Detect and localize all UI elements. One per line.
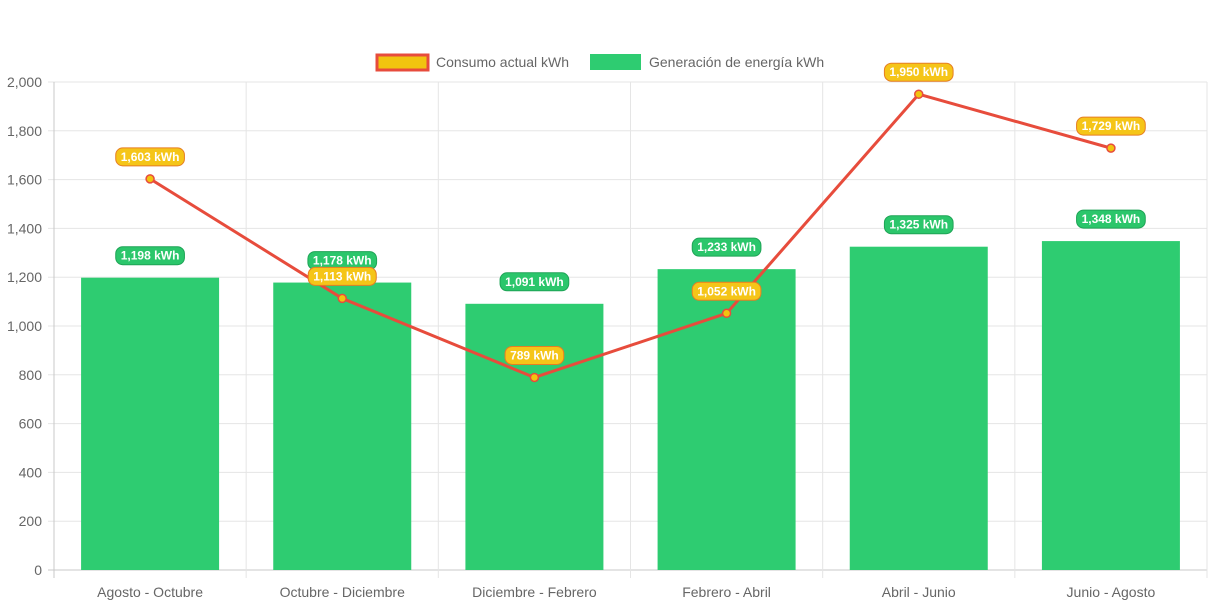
bar (849, 246, 988, 570)
bar-data-label-text: 1,348 kWh (1082, 212, 1141, 226)
line-data-label-bg (691, 281, 762, 301)
line-data-label-bg (307, 266, 377, 286)
x-tick-label: Febrero - Abril (682, 584, 771, 600)
bar (657, 269, 796, 570)
line-data-label-bg (883, 62, 954, 82)
bar-series (81, 241, 1180, 570)
line-data-label-text: 1,052 kWh (697, 284, 756, 298)
x-tick-label: Junio - Agosto (1067, 584, 1156, 600)
line-point (145, 174, 155, 184)
bar (1041, 241, 1180, 570)
y-tick-label: 1,000 (7, 318, 42, 334)
bar-data-label: 1,178 kWh (307, 251, 378, 271)
bar-data-label-bg (499, 272, 570, 292)
bar-data-label-bg (691, 237, 762, 257)
line-point (337, 293, 347, 304)
y-tick-label: 800 (19, 367, 43, 383)
bar-data-label: 1,233 kWh (691, 237, 762, 257)
bar-data-label: 1,348 kWh (1076, 209, 1146, 229)
legend-label-consumption: Consumo actual kWh (436, 54, 569, 70)
y-tick-label: 1,600 (7, 172, 42, 188)
line-data-label-bg (115, 147, 185, 167)
line-point (721, 308, 732, 319)
bar-data-label-bg (115, 246, 185, 266)
bar-data-label-text: 1,325 kWh (889, 218, 948, 232)
y-tick-label: 0 (34, 562, 42, 578)
bar-data-label-text: 1,178 kWh (313, 254, 372, 268)
line-data-label-text: 1,729 kWh (1082, 119, 1141, 133)
bar (273, 282, 412, 570)
bar-data-label: 1,091 kWh (499, 272, 570, 292)
legend-swatch-generation (590, 54, 641, 70)
line-point (529, 372, 540, 383)
line-data-label-text: 1,113 kWh (313, 269, 371, 283)
line-data-label: 1,603 kWh (115, 147, 185, 167)
line-data-label: 1,729 kWh (1076, 116, 1146, 136)
data-labels: 1,198 kWh 1,178 kWh 1,091 kWh 1,233 kWh 1,32… (115, 62, 1146, 365)
line-data-label-text: 1,950 kWh (889, 65, 948, 79)
bar-data-label-bg (1076, 209, 1146, 229)
grid (48, 81, 1208, 578)
bar-data-label-text: 1,233 kWh (697, 240, 756, 254)
bar-data-label: 1,198 kWh (115, 246, 185, 266)
line-data-label: 1,052 kWh (691, 281, 762, 301)
bar-data-label-text: 1,198 kWh (121, 249, 180, 263)
axes: 0 200 400 600 800 1,000 1,200 1,400 1,600 1,800 2,… (7, 74, 1156, 600)
line-data-label: 1,950 kWh (883, 62, 954, 82)
bar (465, 303, 604, 570)
x-tick-label: Diciembre - Febrero (472, 584, 597, 600)
line-point (1106, 143, 1116, 153)
x-tick-label: Agosto - Octubre (97, 584, 203, 600)
bar-data-label: 1,325 kWh (883, 215, 954, 235)
line-point (914, 89, 924, 99)
legend-label-generation: Generación de energía kWh (649, 54, 824, 70)
y-tick-label: 400 (19, 464, 43, 480)
bar (81, 277, 220, 570)
line-data-label-text: 789 kWh (510, 348, 559, 362)
bar-data-label-text: 1,091 kWh (505, 275, 564, 289)
bar-data-label-bg (883, 215, 954, 235)
x-tick-label: Abril - Junio (882, 584, 956, 600)
y-tick-label: 1,800 (7, 123, 42, 139)
line-data-label-bg (504, 345, 565, 365)
y-tick-label: 1,400 (7, 220, 42, 236)
y-tick-label: 2,000 (7, 74, 42, 90)
line-data-label-text: 1,603 kWh (121, 150, 180, 164)
y-tick-label: 200 (19, 513, 43, 529)
line-data-label-bg (1076, 116, 1146, 136)
legend-swatch-consumption (375, 53, 430, 72)
legend: Consumo actual kWh Generación de energía … (375, 53, 824, 72)
line-data-label: 789 kWh (504, 345, 565, 365)
y-tick-label: 1,200 (7, 269, 42, 285)
line-data-label: 1,113 kWh (307, 266, 377, 286)
y-tick-label: 600 (19, 416, 43, 432)
x-tick-label: Octubre - Diciembre (280, 584, 405, 600)
